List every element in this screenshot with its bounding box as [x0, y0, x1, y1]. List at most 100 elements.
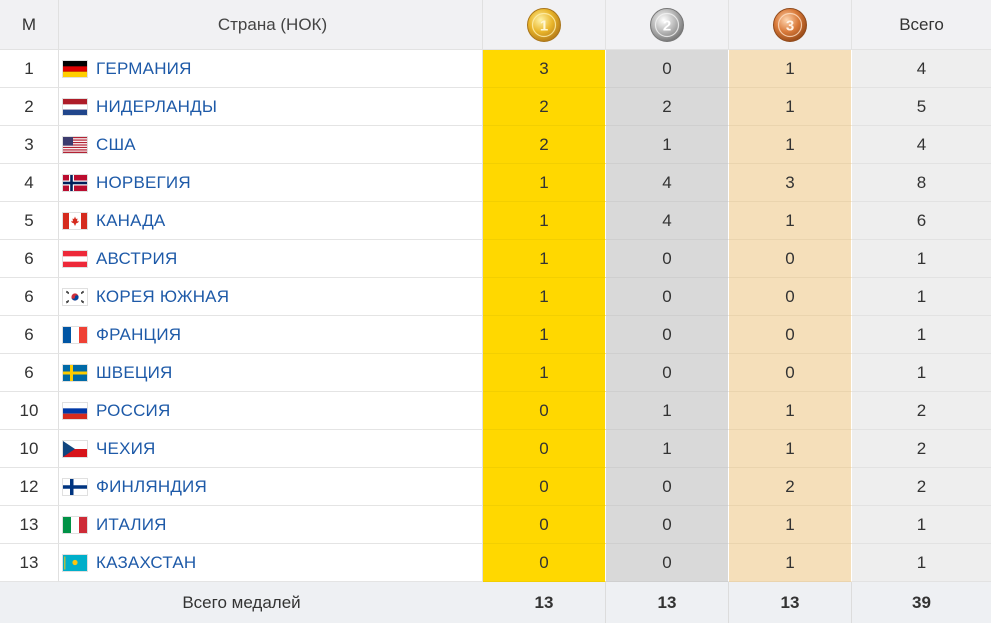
- silver-cell: 1: [606, 430, 729, 468]
- country-link[interactable]: ФРАНЦИЯ: [96, 324, 182, 344]
- total-cell: 1: [852, 544, 991, 582]
- bronze-cell: 1: [729, 392, 852, 430]
- country-cell: КАНАДА: [59, 202, 483, 240]
- country-cell: ФИНЛЯНДИЯ: [59, 468, 483, 506]
- country-cell: НОРВЕГИЯ: [59, 164, 483, 202]
- silver-cell: 0: [606, 468, 729, 506]
- country-link[interactable]: КОРЕЯ ЮЖНАЯ: [96, 286, 230, 306]
- finland-flag-icon: [63, 478, 87, 495]
- table-row: 6 АВСТРИЯ 1 0 0 1: [0, 240, 991, 278]
- table-row: 1 ГЕРМАНИЯ 3 0 1 4: [0, 50, 991, 88]
- total-cell: 1: [852, 240, 991, 278]
- rank-cell: 6: [0, 354, 59, 392]
- gold-cell: 1: [483, 354, 606, 392]
- bronze-cell: 2: [729, 468, 852, 506]
- table-row: 4 НОРВЕГИЯ 1 4 3 8: [0, 164, 991, 202]
- table-footer: Всего медалей 13 13 13 39: [0, 582, 991, 623]
- austria-flag-icon: [63, 250, 87, 267]
- country-link[interactable]: ЧЕХИЯ: [96, 438, 156, 458]
- country-link[interactable]: ИТАЛИЯ: [96, 514, 167, 534]
- country-cell: ФРАНЦИЯ: [59, 316, 483, 354]
- header-silver[interactable]: 2: [606, 0, 729, 50]
- country-cell: ЧЕХИЯ: [59, 430, 483, 468]
- footer-grand-total: 39: [912, 592, 931, 612]
- table-row: 13 КАЗАХСТАН 0 0 1 1: [0, 544, 991, 582]
- gold-cell: 0: [483, 506, 606, 544]
- total-cell: 6: [852, 202, 991, 240]
- table-row: 6 ФРАНЦИЯ 1 0 0 1: [0, 316, 991, 354]
- rank-cell: 4: [0, 164, 59, 202]
- gold-cell: 3: [483, 50, 606, 88]
- total-cell: 1: [852, 354, 991, 392]
- country-link[interactable]: НИДЕРЛАНДЫ: [96, 96, 218, 116]
- gold-cell: 1: [483, 278, 606, 316]
- country-cell: ИТАЛИЯ: [59, 506, 483, 544]
- total-cell: 5: [852, 88, 991, 126]
- bronze-cell: 1: [729, 506, 852, 544]
- table-row: 12 ФИНЛЯНДИЯ 0 0 2 2: [0, 468, 991, 506]
- kazakhstan-flag-icon: [63, 554, 87, 571]
- bronze-cell: 1: [729, 544, 852, 582]
- silver-cell: 0: [606, 506, 729, 544]
- bronze-cell: 0: [729, 240, 852, 278]
- bronze-cell: 1: [729, 50, 852, 88]
- total-cell: 2: [852, 430, 991, 468]
- table-header: М Страна (НОК) 1 2 3: [0, 0, 991, 50]
- table-row: 3 США 2 1 1 4: [0, 126, 991, 164]
- total-cell: 4: [852, 50, 991, 88]
- country-link[interactable]: США: [96, 134, 136, 154]
- country-cell: АВСТРИЯ: [59, 240, 483, 278]
- table-body: 1 ГЕРМАНИЯ 3 0 1 4 2 НИДЕРЛАНДЫ 2 2 1 5 3 США 2 1 1 4 4 НОР…: [0, 50, 991, 582]
- footer-gold-total: 13: [483, 582, 606, 623]
- italy-flag-icon: [63, 516, 87, 533]
- country-cell: ГЕРМАНИЯ: [59, 50, 483, 88]
- country-cell: НИДЕРЛАНДЫ: [59, 88, 483, 126]
- table-row: 5 КАНАДА 1 4 1 6: [0, 202, 991, 240]
- country-link[interactable]: КАНАДА: [96, 210, 166, 230]
- sweden-flag-icon: [63, 364, 87, 381]
- country-cell: КАЗАХСТАН: [59, 544, 483, 582]
- header-gold[interactable]: 1: [483, 0, 606, 50]
- germany-flag-icon: [63, 60, 87, 77]
- silver-cell: 4: [606, 164, 729, 202]
- footer-bronze-total: 13: [729, 582, 852, 623]
- silver-cell: 0: [606, 354, 729, 392]
- country-link[interactable]: ФИНЛЯНДИЯ: [96, 476, 207, 496]
- bronze-cell: 1: [729, 88, 852, 126]
- rank-cell: 13: [0, 506, 59, 544]
- silver-cell: 2: [606, 88, 729, 126]
- gold-cell: 1: [483, 240, 606, 278]
- bronze-cell: 0: [729, 354, 852, 392]
- header-country[interactable]: Страна (НОК): [59, 0, 483, 50]
- country-link[interactable]: РОССИЯ: [96, 400, 171, 420]
- czechia-flag-icon: [63, 440, 87, 457]
- usa-flag-icon: [63, 136, 87, 153]
- header-rank[interactable]: М: [0, 0, 59, 50]
- rank-cell: 10: [0, 392, 59, 430]
- total-cell: 2: [852, 392, 991, 430]
- header-total[interactable]: Всего: [852, 0, 991, 50]
- country-cell: ШВЕЦИЯ: [59, 354, 483, 392]
- gold-cell: 1: [483, 316, 606, 354]
- country-link[interactable]: ШВЕЦИЯ: [96, 362, 173, 382]
- bronze-cell: 1: [729, 126, 852, 164]
- rank-cell: 6: [0, 240, 59, 278]
- norway-flag-icon: [63, 174, 87, 191]
- gold-cell: 0: [483, 468, 606, 506]
- country-link[interactable]: КАЗАХСТАН: [96, 552, 197, 572]
- netherlands-flag-icon: [63, 98, 87, 115]
- silver-cell: 0: [606, 50, 729, 88]
- russia-flag-icon: [63, 402, 87, 419]
- bronze-cell: 0: [729, 278, 852, 316]
- country-link[interactable]: НОРВЕГИЯ: [96, 172, 191, 192]
- rank-cell: 10: [0, 430, 59, 468]
- country-link[interactable]: ГЕРМАНИЯ: [96, 58, 192, 78]
- bronze-cell: 1: [729, 430, 852, 468]
- rank-cell: 6: [0, 316, 59, 354]
- header-bronze[interactable]: 3: [729, 0, 852, 50]
- bronze-cell: 0: [729, 316, 852, 354]
- country-link[interactable]: АВСТРИЯ: [96, 248, 178, 268]
- rank-cell: 2: [0, 88, 59, 126]
- total-cell: 1: [852, 506, 991, 544]
